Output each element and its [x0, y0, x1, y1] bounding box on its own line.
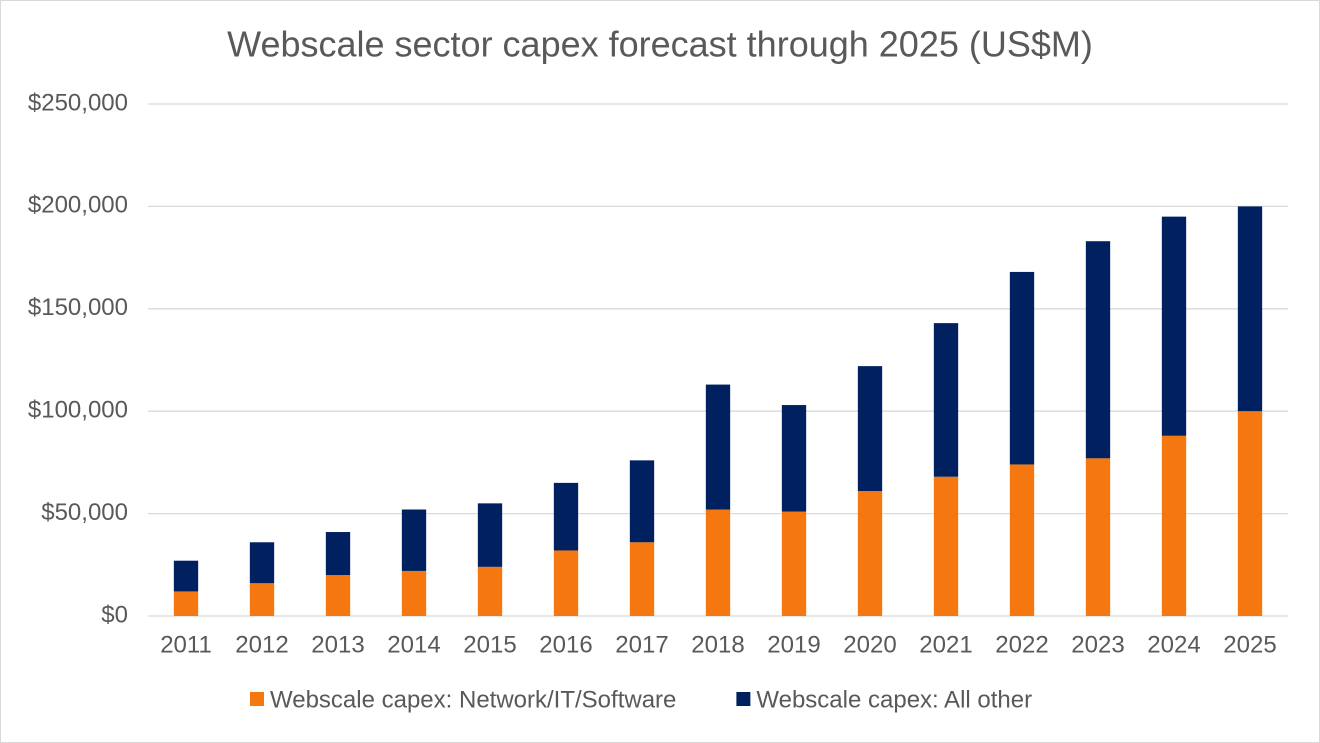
- bar-segment: [173, 591, 199, 616]
- x-tick-label: 2016: [539, 631, 592, 658]
- y-tick-label: $50,000: [41, 499, 128, 526]
- bar-segment: [325, 575, 351, 616]
- x-tick-label: 2021: [919, 631, 972, 658]
- bar-segment: [781, 405, 807, 512]
- x-tick-label: 2013: [311, 631, 364, 658]
- legend-label: Webscale capex: Network/IT/Software: [270, 686, 676, 713]
- x-tick-label: 2012: [235, 631, 288, 658]
- x-tick-label: 2022: [995, 631, 1048, 658]
- y-tick-label: $0: [101, 601, 128, 628]
- bar-segment: [1237, 206, 1263, 412]
- bar-segment: [1237, 411, 1263, 616]
- x-tick-label: 2017: [615, 631, 668, 658]
- x-tick-label: 2020: [843, 631, 896, 658]
- bar-segment: [477, 566, 503, 616]
- x-tick-label: 2024: [1147, 631, 1200, 658]
- bar-segment: [1161, 435, 1187, 616]
- x-tick-label: 2025: [1223, 631, 1276, 658]
- bar-segment: [1161, 216, 1187, 436]
- bar-segment: [705, 509, 731, 616]
- bar-segment: [1009, 464, 1035, 616]
- bar-segment: [477, 503, 503, 567]
- x-tick-label: 2023: [1071, 631, 1124, 658]
- bar-segment: [249, 542, 275, 584]
- y-tick-label: $250,000: [28, 89, 128, 116]
- bar-segment: [857, 366, 883, 492]
- bar-segment: [781, 511, 807, 616]
- bar-segment: [629, 542, 655, 616]
- bar-segment: [705, 384, 731, 510]
- bar-segment: [553, 482, 579, 551]
- bar-segment: [401, 570, 427, 616]
- y-tick-label: $100,000: [28, 397, 128, 424]
- bar-segment: [857, 491, 883, 616]
- y-tick-label: $150,000: [28, 294, 128, 321]
- legend-label: Webscale capex: All other: [756, 686, 1032, 713]
- chart-title: Webscale sector capex forecast through 2…: [227, 24, 1093, 65]
- x-tick-label: 2018: [691, 631, 744, 658]
- bar-segment: [553, 550, 579, 616]
- legend-swatch: [736, 692, 751, 706]
- bar-segment: [933, 476, 959, 616]
- bar-segment: [1085, 458, 1111, 616]
- x-tick-label: 2014: [387, 631, 440, 658]
- bar-segment: [401, 509, 427, 571]
- x-tick-label: 2011: [160, 631, 212, 658]
- x-tick-label: 2015: [463, 631, 516, 658]
- bar-segment: [933, 323, 959, 477]
- bar-segment: [1085, 241, 1111, 459]
- y-tick-label: $200,000: [28, 192, 128, 219]
- x-tick-label: 2019: [767, 631, 820, 658]
- bar-segment: [1009, 271, 1035, 465]
- bar-segment: [173, 560, 199, 592]
- bar-segment: [325, 532, 351, 576]
- legend-swatch: [250, 692, 264, 706]
- bar-segment: [629, 460, 655, 543]
- bar-segment: [249, 583, 275, 616]
